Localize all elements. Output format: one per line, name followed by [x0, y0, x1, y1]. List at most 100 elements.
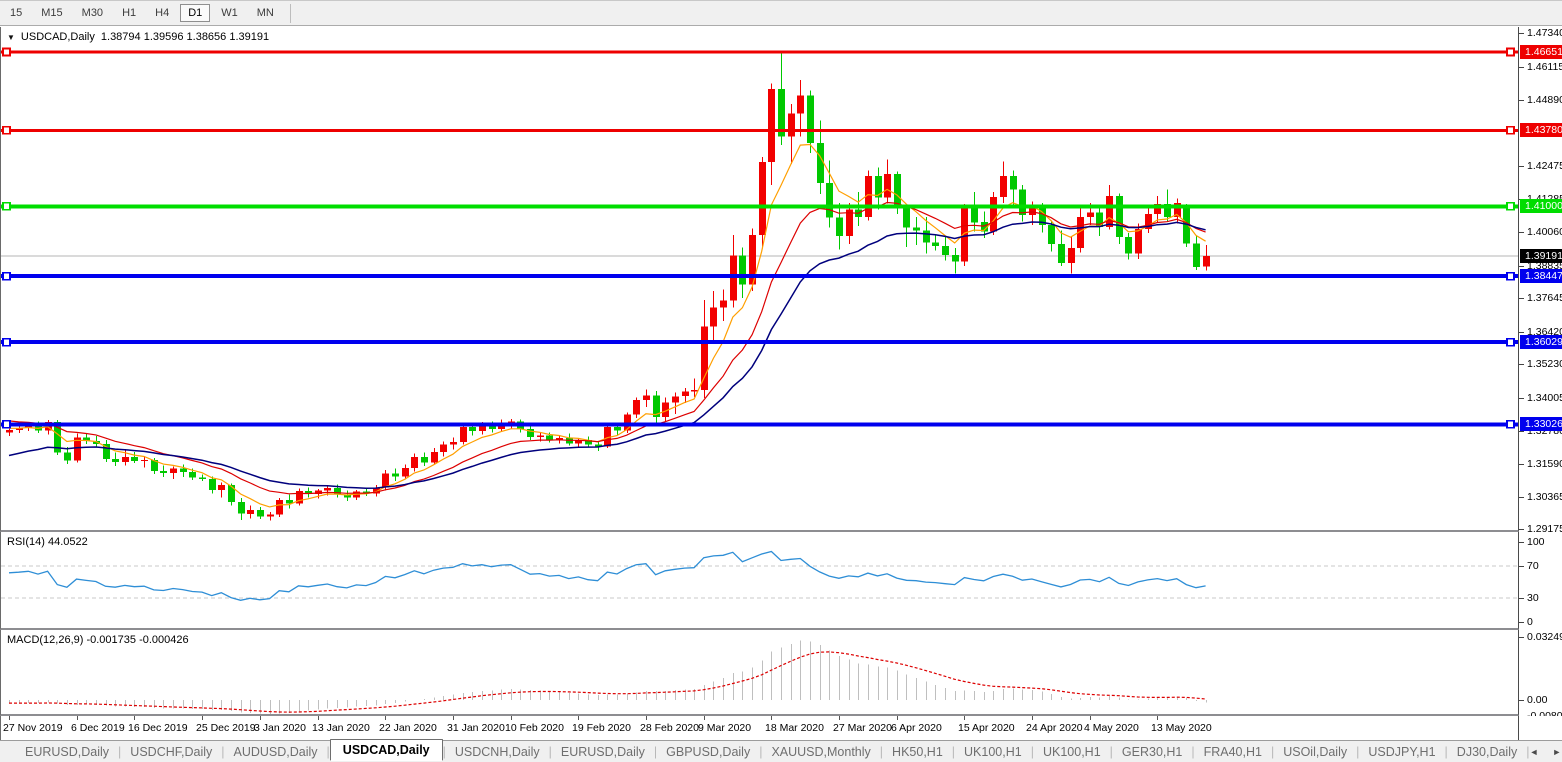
rsi-tick-mark: [1519, 598, 1524, 599]
date-tick-label: 9 Mar 2020: [698, 722, 752, 734]
timeframe-button-w1[interactable]: W1: [221, 7, 238, 19]
date-axis[interactable]: 27 Nov 2019 6 Dec 2019 16 Dec 2019 25 Dec 2…: [0, 716, 1519, 740]
tab-separator: |: [1356, 745, 1360, 759]
tab-xauusd-monthly[interactable]: XAUUSD,Monthly: [771, 745, 871, 759]
rsi-tick-mark: [1519, 622, 1524, 623]
date-tick-label: 22 Jan 2020: [379, 722, 437, 734]
price-tick-mark: [1519, 496, 1524, 498]
moving-average-1: [8, 201, 1206, 495]
hline-price-flag: 1.36029: [1520, 335, 1562, 350]
date-tick-label: 6 Apr 2020: [891, 722, 942, 734]
tab-separator: |: [759, 745, 763, 759]
tab-usdcnh-daily[interactable]: USDCNH,Daily: [454, 745, 540, 759]
date-tick-label: 31 Jan 2020: [447, 722, 505, 734]
date-tick-label: 27 Nov 2019: [3, 722, 63, 734]
tab-separator: |: [326, 745, 330, 759]
timeframe-button-d1[interactable]: D1: [180, 4, 211, 22]
horizontal-line[interactable]: [1, 337, 1518, 347]
date-tick-mark: [77, 716, 78, 720]
macd-tick-mark: [1519, 700, 1524, 701]
price-tick-mark: [1519, 463, 1524, 465]
timeframe-button-h4[interactable]: H4: [155, 7, 170, 19]
rsi-indicator-pane[interactable]: RSI(14) 44.0522: [0, 532, 1519, 630]
current-price-flag: 1.39191: [1520, 248, 1562, 263]
hline-price-flag: 1.38447: [1520, 269, 1562, 284]
tab-separator: |: [1526, 745, 1530, 759]
date-tick-mark: [134, 716, 135, 720]
timeframe-toolbar: 15 M15 M30 H1 H4 D1 W1 MN: [0, 1, 1562, 26]
tab-separator: |: [653, 745, 658, 759]
price-tick-mark: [1519, 33, 1524, 35]
candlestick-chart[interactable]: [1, 27, 1518, 532]
date-tick-label: 19 Feb 2020: [572, 722, 631, 734]
tab-usdjpy-h1[interactable]: USDJPY,H1: [1368, 745, 1436, 759]
price-tick-label: 1.40060: [1527, 226, 1562, 239]
date-tick-label: 15 Apr 2020: [958, 722, 1015, 734]
price-tick-label: 1.46115: [1527, 60, 1562, 73]
tab-uk100-h1[interactable]: UK100,H1: [1042, 745, 1101, 759]
timeframe-button-m15[interactable]: M15: [41, 7, 63, 19]
tab-ger30-h1[interactable]: GER30,H1: [1121, 745, 1183, 759]
macd-tick-label: 0.032493: [1527, 630, 1562, 643]
macd-chart[interactable]: [1, 630, 1518, 716]
tab-eurusd-daily[interactable]: EURUSD,Daily: [25, 745, 110, 759]
horizontal-line[interactable]: [1, 419, 1518, 429]
tab-usdcad-daily[interactable]: USDCAD,Daily: [329, 739, 443, 761]
rsi-line: [8, 550, 1206, 601]
tab-fra40-h1[interactable]: FRA40,H1: [1203, 745, 1262, 759]
date-tick-mark: [964, 716, 965, 720]
tab-separator: |: [221, 745, 225, 759]
timeframe-button-mn[interactable]: MN: [256, 7, 274, 19]
date-tick-label: 6 Dec 2019: [71, 722, 125, 734]
tab-scroll-left-icon[interactable]: ◄: [1529, 747, 1539, 757]
date-tick-label: 28 Feb 2020: [640, 722, 699, 734]
tab-separator: |: [1109, 745, 1113, 759]
main-chart-pane[interactable]: ▼ USDCAD,Daily 1.38794 1.39596 1.38656 1…: [0, 27, 1519, 532]
tab-scroll-right-icon[interactable]: ►: [1552, 747, 1562, 757]
timeframe-button-m30[interactable]: M30: [81, 7, 104, 19]
price-tick-label: 1.30365: [1527, 490, 1562, 503]
tab-uk100-h1[interactable]: UK100,H1: [964, 745, 1022, 759]
tab-dj30-daily[interactable]: DJ30,Daily: [1456, 745, 1518, 759]
rsi-tick-label: 100: [1527, 536, 1545, 548]
tab-audusd-daily[interactable]: AUDUSD,Daily: [233, 745, 318, 759]
macd-tick-mark: [1519, 636, 1524, 638]
date-tick-mark: [646, 716, 647, 720]
tab-hk50-h1[interactable]: HK50,H1: [892, 745, 943, 759]
price-tick-label: 1.47340: [1527, 27, 1562, 40]
tab-separator: |: [1444, 745, 1448, 759]
tab-gbpusd-daily[interactable]: GBPUSD,Daily: [666, 745, 751, 759]
date-tick-label: 13 Jan 2020: [312, 722, 370, 734]
tab-separator: |: [548, 745, 552, 759]
date-tick-label: 24 Apr 2020: [1026, 722, 1083, 734]
rsi-tick-label: 70: [1527, 560, 1539, 572]
horizontal-line[interactable]: [1, 202, 1518, 211]
macd-indicator-pane[interactable]: MACD(12,26,9) -0.001735 -0.000426: [0, 630, 1519, 716]
date-tick-mark: [511, 716, 512, 720]
horizontal-line[interactable]: [1, 126, 1518, 135]
timeframe-button-15[interactable]: 15: [10, 7, 23, 19]
rsi-chart[interactable]: [1, 532, 1518, 630]
price-tick-label: 1.42475: [1527, 160, 1562, 173]
price-tick-label: 1.31590: [1527, 457, 1562, 470]
rsi-label: RSI(14) 44.0522: [7, 536, 88, 548]
price-axis[interactable]: 1.473401.461151.448901.424751.412851.400…: [1519, 27, 1562, 716]
date-tick-label: 27 Mar 2020: [833, 722, 892, 734]
tab-separator: |: [1030, 745, 1034, 759]
tab-usdchf-daily[interactable]: USDCHF,Daily: [130, 745, 213, 759]
date-tick-label: 18 Mar 2020: [765, 722, 824, 734]
timeframe-button-h1[interactable]: H1: [122, 7, 137, 19]
date-tick-label: 4 May 2020: [1084, 722, 1139, 734]
rsi-tick-label: 0: [1527, 616, 1533, 628]
tab-eurusd-daily[interactable]: EURUSD,Daily: [560, 745, 645, 759]
chart-dropdown-icon[interactable]: ▼: [7, 32, 15, 42]
moving-average-0: [9, 143, 1206, 508]
rsi-tick-mark: [1519, 566, 1524, 567]
tab-scroll-arrows: ◄ ►: [1529, 747, 1561, 757]
price-tick-mark: [1519, 100, 1524, 102]
tab-usoil-daily[interactable]: USOil,Daily: [1283, 745, 1348, 759]
price-tick-mark: [1519, 364, 1524, 366]
horizontal-line[interactable]: [1, 47, 1518, 57]
horizontal-line[interactable]: [1, 271, 1518, 281]
